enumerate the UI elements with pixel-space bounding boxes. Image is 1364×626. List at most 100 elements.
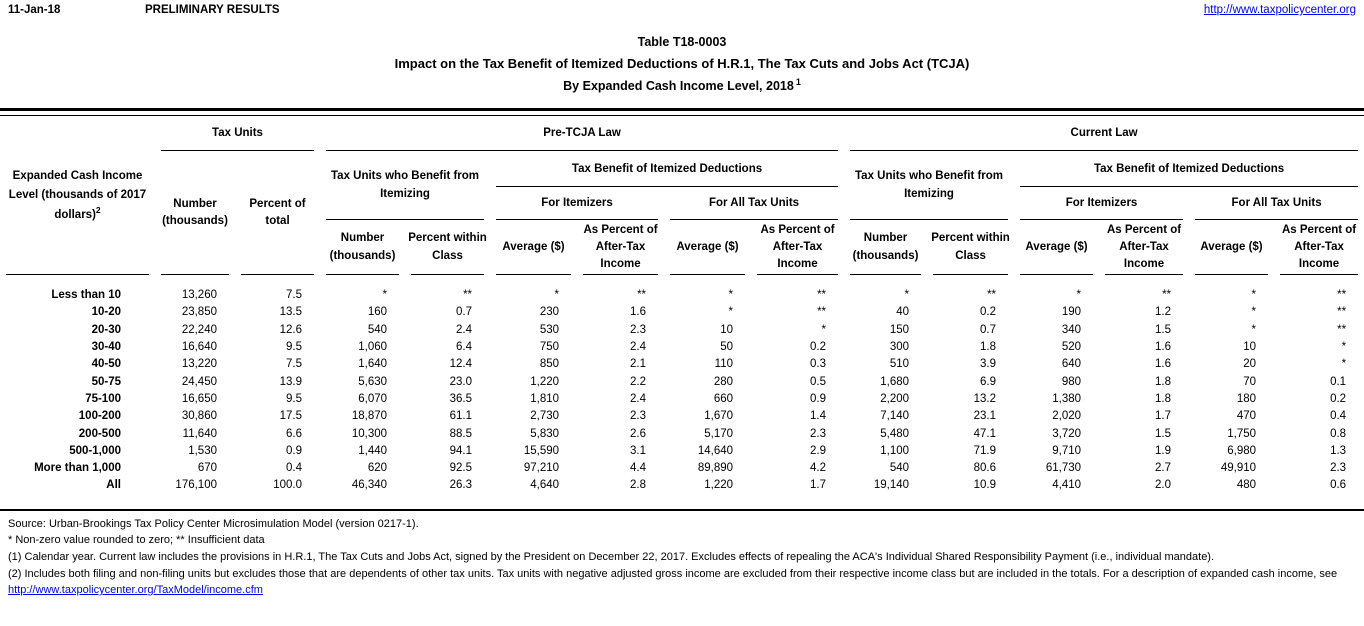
data-cell: * — [728, 289, 734, 302]
data-cell: 1.7 — [810, 479, 827, 492]
data-cell: 0.5 — [810, 375, 827, 388]
data-cell: 0.2 — [1330, 392, 1347, 405]
data-cell: * — [1341, 358, 1347, 371]
data-cell: 150 — [889, 323, 910, 336]
data-cell: 4.2 — [810, 462, 827, 475]
data-cell: 50 — [720, 341, 734, 354]
data-cell: 2.3 — [630, 410, 647, 423]
data-cell: 1,100 — [880, 444, 910, 457]
data-cell: 0.8 — [1330, 427, 1347, 440]
data-cell: 46,340 — [351, 479, 388, 492]
data-cell: 2.3 — [630, 323, 647, 336]
data-cell: 2,730 — [530, 410, 560, 423]
data-cell: 280 — [713, 375, 734, 388]
data-cell: 13.5 — [279, 306, 303, 319]
table-row: 100-200 30,860 17.5 18,870 61.1 2,730 2.3 1,670… — [0, 408, 1364, 425]
data-cell: 0.2 — [980, 306, 997, 319]
data-cell: 0.1 — [1330, 375, 1347, 388]
data-cell: 9.5 — [286, 392, 303, 405]
data-cell: * — [1341, 341, 1347, 354]
data-cell: * — [904, 289, 910, 302]
data-cell: 1.6 — [1155, 341, 1172, 354]
data-cell: 850 — [539, 358, 560, 371]
data-cell: * — [728, 306, 734, 319]
data-cell: 9.5 — [286, 341, 303, 354]
data-cell: 510 — [889, 358, 910, 371]
preliminary-results-label: PRELIMINARY RESULTS — [145, 4, 280, 16]
data-cell: 1,060 — [358, 341, 388, 354]
data-cell: 24,450 — [181, 375, 217, 388]
data-cell: 17.5 — [279, 410, 303, 423]
data-cell: 2.3 — [810, 427, 827, 440]
group-header-for-all-tax-units-current: For All Tax Units — [1189, 187, 1364, 221]
data-cell: 660 — [713, 392, 734, 405]
data-cell: 9,710 — [1052, 444, 1082, 457]
data-cell: 94.1 — [449, 444, 473, 457]
data-cell: 0.4 — [286, 462, 303, 475]
title-block: Table T18-0003 Impact on the Tax Benefit… — [0, 36, 1364, 92]
data-cell: ** — [817, 306, 827, 319]
header-bar: 11-Jan-18 PRELIMINARY RESULTS http://www… — [0, 0, 1364, 16]
row-label-cell: More than 1,000 — [34, 462, 121, 475]
col-header-average: Average ($) — [490, 220, 577, 276]
data-cell: 980 — [1061, 375, 1082, 388]
data-cell: 71.9 — [973, 444, 997, 457]
data-cell: 12.4 — [449, 358, 473, 371]
site-link[interactable]: http://www.taxpolicycenter.org — [1203, 4, 1356, 16]
table-title: Impact on the Tax Benefit of Itemized De… — [394, 55, 970, 71]
data-cell: 13,220 — [181, 358, 217, 371]
data-cell: 1,640 — [358, 358, 388, 371]
data-cell: 49,910 — [1220, 462, 1257, 475]
data-cell: 1.5 — [1155, 323, 1172, 336]
data-cell: 190 — [1061, 306, 1082, 319]
row-label-cell: 10-20 — [91, 306, 121, 319]
group-header-tax-benefit-current: Tax Benefit of Itemized Deductions — [1014, 151, 1364, 188]
data-cell: 0.2 — [810, 341, 827, 354]
group-header-tax-benefit-pre: Tax Benefit of Itemized Deductions — [490, 151, 844, 188]
data-cell: 47.1 — [973, 427, 997, 440]
table-row: 75-100 16,650 9.5 6,070 36.5 1,810 2.4 660 0.9 2,… — [0, 391, 1364, 408]
data-cell: 61.1 — [449, 410, 473, 423]
data-cell: 1,680 — [880, 375, 910, 388]
data-cell: 2.9 — [810, 444, 827, 457]
data-cell: 5,480 — [880, 427, 910, 440]
data-cell: 13.2 — [973, 392, 997, 405]
data-cell: ** — [1337, 289, 1347, 302]
row-label-cell: 100-200 — [78, 410, 121, 423]
row-label-cell: 75-100 — [85, 392, 121, 405]
data-cell: 2.4 — [456, 323, 473, 336]
data-cell: 40 — [896, 306, 910, 319]
data-cell: 2.8 — [630, 479, 647, 492]
data-cell: 20 — [1243, 358, 1257, 371]
data-cell: 540 — [367, 323, 388, 336]
data-cell: 1.8 — [1155, 392, 1172, 405]
data-cell: * — [1251, 289, 1257, 302]
data-cell: 0.4 — [1330, 410, 1347, 423]
data-cell: 2.0 — [1155, 479, 1172, 492]
data-cell: 1,220 — [704, 479, 734, 492]
data-cell: 23.1 — [973, 410, 997, 423]
group-header-for-all-tax-units-pre: For All Tax Units — [664, 187, 844, 221]
footnotes: Source: Urban-Brookings Tax Policy Cente… — [0, 511, 1364, 599]
data-cell: 670 — [197, 462, 217, 475]
group-header-for-itemizers-current: For Itemizers — [1014, 187, 1189, 221]
data-cell: 0.9 — [286, 444, 303, 457]
data-cell: 13,260 — [181, 289, 217, 302]
table-row: 50-75 24,450 13.9 5,630 23.0 1,220 2.2 280 0.5 1,… — [0, 374, 1364, 391]
data-cell: 11,640 — [182, 427, 217, 440]
col-header-average: Average ($) — [1189, 220, 1274, 276]
data-cell: 100.0 — [273, 479, 303, 492]
table-number: Table T18-0003 — [637, 35, 727, 49]
data-cell: 26.3 — [449, 479, 473, 492]
table-row: Less than 10 13,260 7.5 * ** * ** * ** * ** * ** * ** — [0, 275, 1364, 304]
data-cell: 70 — [1243, 375, 1257, 388]
income-level-header-text: Expanded Cash Income Level (thousands of… — [8, 170, 147, 221]
symbols-legend: * Non-zero value rounded to zero; ** Ins… — [8, 534, 265, 547]
data-cell: 12.6 — [279, 323, 303, 336]
income-definition-link[interactable]: http://www.taxpolicycenter.org/TaxModel/… — [8, 584, 263, 597]
data-cell: 2,200 — [880, 392, 910, 405]
data-cell: 2.3 — [1330, 462, 1347, 475]
data-cell: 180 — [1236, 392, 1257, 405]
table-subtitle-text: By Expanded Cash Income Level, 2018 — [563, 78, 794, 93]
data-cell: 1.8 — [980, 341, 997, 354]
